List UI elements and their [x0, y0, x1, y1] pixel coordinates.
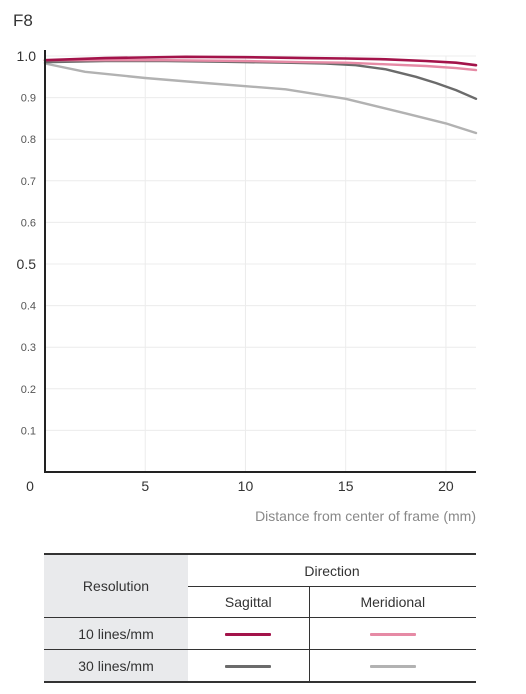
series-line-0: [43, 55, 478, 67]
axes: [44, 50, 476, 473]
chart-title: F8: [13, 11, 33, 30]
meridional-header: Meridional: [308, 586, 476, 618]
y-tick-label-9: 0.1: [21, 425, 36, 437]
x-tick-label-4: 20: [438, 478, 454, 494]
y-tick-label-2: 0.8: [21, 134, 36, 146]
series-line-3: [43, 62, 478, 135]
grid: [45, 55, 476, 472]
tick-labels: 0 5 10 15 20 1.0 0.9 0.8 0.7 0.6 0.5 0.4 0.3 0.2 0.1: [17, 48, 454, 494]
direction-header: Direction: [188, 554, 476, 587]
series-line-2: [43, 59, 478, 101]
series-line-1: [43, 59, 478, 72]
swatch-cell-10-meridional: [308, 617, 476, 650]
row-label-10: 10 lines/mm: [44, 617, 188, 650]
swatch-cell-30-sagittal: [188, 650, 309, 683]
x-tick-label-1: 5: [141, 478, 149, 494]
row-label-30: 30 lines/mm: [44, 649, 188, 682]
resolution-header: Resolution: [44, 554, 188, 618]
y-tick-label-8: 0.2: [21, 384, 36, 396]
y-tick-label-4: 0.6: [21, 217, 36, 229]
swatch-10-meridional: [369, 633, 416, 637]
y-tick-label-7: 0.3: [21, 342, 36, 354]
y-tick-label-6: 0.4: [21, 301, 36, 313]
mtf-chart: F8 0 5 10 15 20 1.0 0.9 0.8 0.7 0.6 0.5 0.4 0.3 0.2 0.…: [13, 11, 478, 524]
swatch-cell-10-sagittal: [188, 617, 310, 650]
swatch-10-sagittal: [225, 633, 272, 637]
legend: Resolution Direction Sagittal Meridional…: [44, 553, 476, 683]
swatch-30-meridional: [369, 665, 416, 669]
legend-table: Resolution Direction Sagittal Meridional…: [44, 553, 476, 683]
x-axis-label: Distance from center of frame (mm): [255, 508, 476, 524]
y-tick-label-1: 0.9: [21, 93, 36, 105]
y-tick-label-3: 0.7: [21, 176, 36, 188]
swatch-cell-30-meridional: [308, 649, 476, 682]
y-tick-label-0: 1.0: [17, 48, 37, 64]
x-tick-label-2: 10: [238, 478, 254, 494]
x-tick-label-0: 0: [26, 478, 34, 494]
series-group: [43, 55, 478, 135]
y-tick-label-5: 0.5: [17, 256, 37, 272]
swatch-30-sagittal: [225, 665, 272, 669]
x-tick-label-3: 15: [338, 478, 354, 494]
sagittal-header: Sagittal: [188, 586, 310, 618]
